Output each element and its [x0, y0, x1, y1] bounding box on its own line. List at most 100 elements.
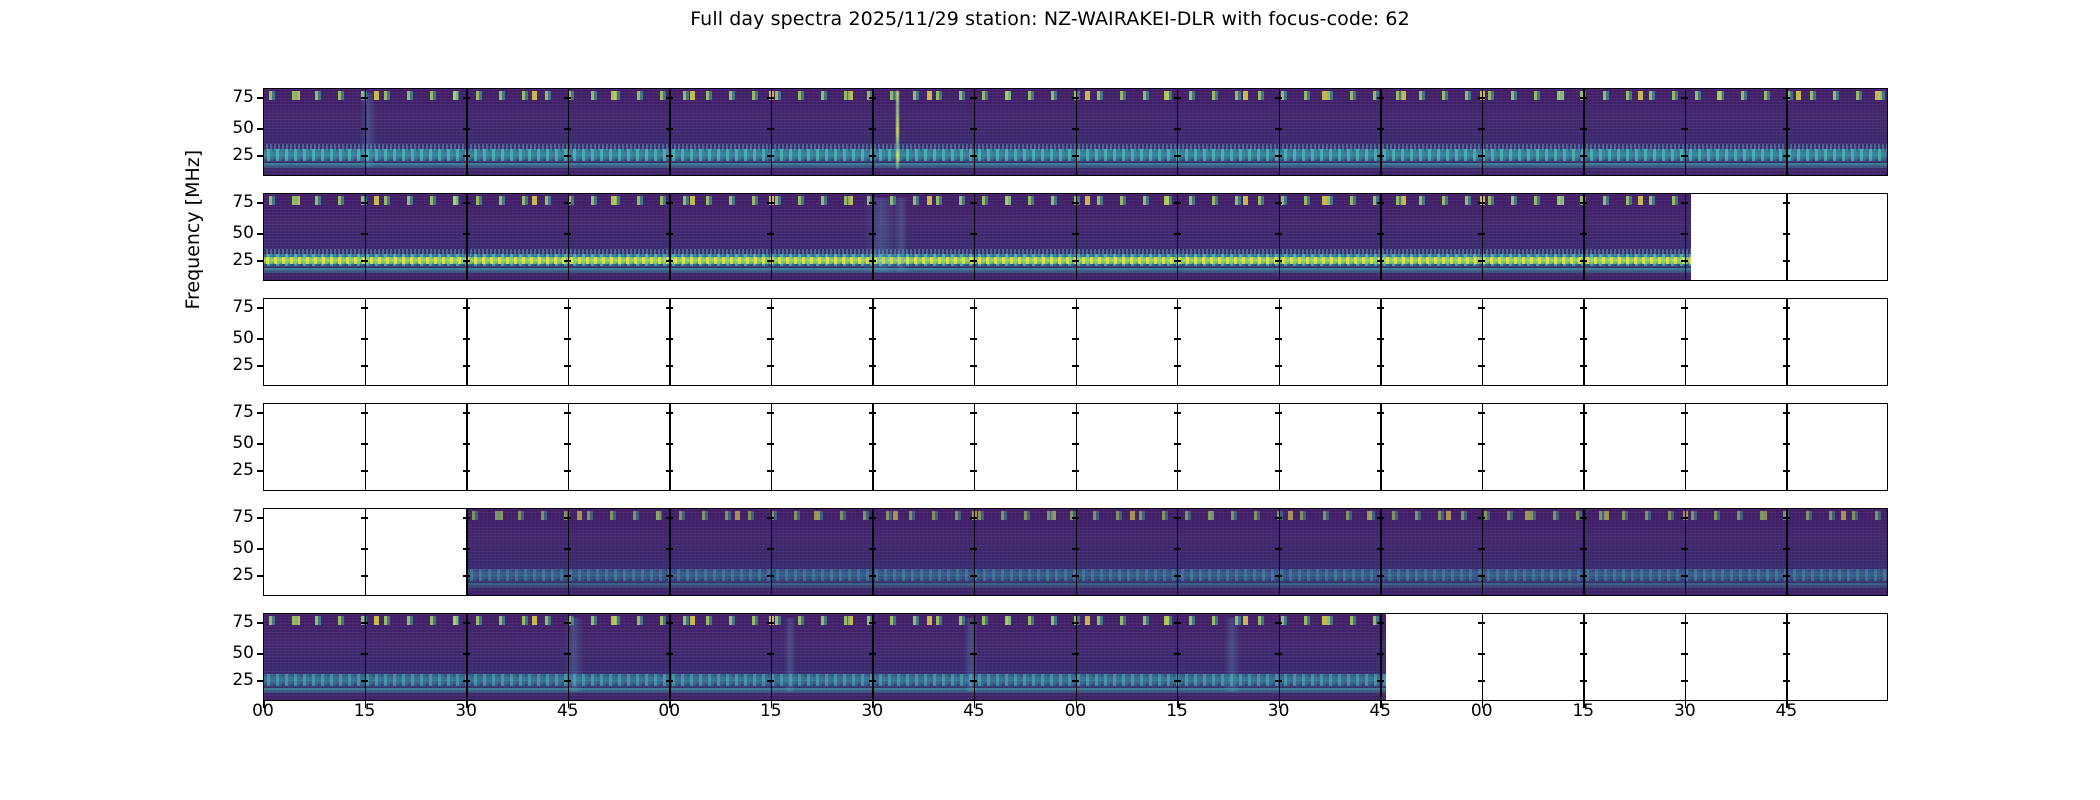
column-separator	[973, 298, 976, 386]
bright-emission-band	[264, 257, 1691, 264]
x-tick-label: 45	[963, 701, 985, 721]
row-panel-04-07ut[interactable]	[263, 193, 1888, 281]
column-separator	[1786, 193, 1788, 281]
column-separator	[1380, 88, 1382, 176]
faint-streak-4	[1224, 618, 1240, 692]
column-separator	[1481, 298, 1484, 386]
x-tick	[1481, 701, 1484, 708]
column-separator	[1278, 88, 1281, 176]
column-separator	[1583, 193, 1585, 281]
x-tick-label: 15	[1166, 701, 1188, 721]
x-tick	[770, 701, 773, 708]
column-separator	[1177, 613, 1179, 701]
column-separator	[973, 193, 976, 281]
column-separator	[973, 403, 976, 491]
y-tick-label: 25	[232, 145, 254, 165]
column-separator	[1583, 88, 1585, 176]
y-tick-label: 50	[232, 433, 254, 453]
column-separator	[1481, 193, 1484, 281]
column-separator	[1583, 403, 1585, 491]
x-tick	[1075, 701, 1077, 708]
column-separator	[872, 613, 874, 701]
smear-feature	[360, 93, 376, 167]
column-separator	[770, 193, 773, 281]
column-separator	[973, 88, 976, 176]
y-tick	[257, 517, 264, 519]
column-separator	[770, 508, 773, 596]
column-separator	[1684, 193, 1687, 281]
y-tick	[257, 338, 264, 340]
emission-band-25mhz	[264, 674, 1386, 686]
y-tick	[257, 202, 264, 204]
column-separator	[669, 508, 671, 596]
column-separator	[770, 403, 773, 491]
column-separator	[669, 298, 671, 386]
column-separator	[1075, 298, 1077, 386]
column-separator	[466, 508, 468, 596]
spec-field	[467, 509, 1887, 595]
radio-burst-marker	[896, 91, 899, 169]
column-separator	[1684, 298, 1687, 386]
y-tick-label: 25	[232, 355, 254, 375]
y-tick	[257, 233, 264, 235]
y-tick	[257, 470, 264, 472]
column-separator	[1786, 88, 1788, 176]
emission-band-lower	[467, 583, 1887, 588]
diffuse-burst	[864, 198, 898, 272]
column-separator	[1684, 403, 1687, 491]
column-separator	[1177, 88, 1179, 176]
rfi-band-icon	[264, 616, 1386, 625]
x-tick	[466, 701, 468, 708]
x-tick-label: 00	[1064, 701, 1087, 721]
x-tick-label: 00	[252, 701, 274, 721]
y-axis-label-text: Frequency [MHz]	[182, 149, 204, 310]
y-tick-label: 75	[232, 297, 254, 317]
x-tick-label: 00	[658, 701, 681, 721]
column-separator	[1177, 298, 1179, 386]
y-tick	[257, 260, 264, 262]
x-tick-label: 45	[556, 701, 579, 721]
y-tick	[257, 680, 264, 682]
rfi-band-icon	[467, 511, 1887, 520]
column-separator	[567, 298, 570, 386]
column-separator	[872, 403, 874, 491]
column-separator	[364, 193, 366, 281]
column-separator	[567, 88, 570, 176]
column-separator	[669, 403, 671, 491]
x-tick	[1684, 701, 1687, 708]
y-tick	[257, 155, 264, 157]
x-tick	[1177, 701, 1179, 708]
column-separator	[669, 193, 671, 281]
y-tick	[257, 548, 264, 550]
y-tick-label: 50	[232, 538, 254, 558]
column-separator	[1075, 88, 1077, 176]
y-tick-label: 50	[232, 643, 254, 663]
x-tick-label: 15	[759, 701, 782, 721]
column-separator	[872, 508, 874, 596]
column-separator	[364, 403, 366, 491]
plot-area: 75 50 25 75 50 25 75 50 25 75 50 25	[232, 87, 1888, 721]
y-tick-label: 75	[232, 192, 254, 212]
column-separator	[770, 613, 773, 701]
column-separator	[1177, 403, 1179, 491]
column-separator	[1786, 298, 1788, 386]
column-separator	[1278, 613, 1281, 701]
column-separator	[466, 88, 468, 176]
x-tick	[364, 701, 367, 708]
page-title: Full day spectra 2025/11/29 station: NZ-…	[690, 8, 1410, 30]
column-separator	[1481, 508, 1484, 596]
column-separator	[872, 193, 874, 281]
column-separator	[1075, 193, 1077, 281]
y-axis-label: Frequency [MHz]	[182, 0, 204, 310]
column-separator	[364, 298, 366, 386]
x-tick-label: 15	[1572, 701, 1595, 721]
column-separator	[364, 88, 366, 176]
y-tick-label: 50	[232, 328, 254, 348]
x-tick	[263, 701, 265, 708]
emission-band-upper	[264, 249, 1691, 256]
x-tick	[1380, 701, 1382, 708]
spectrogram-20-23ut	[264, 614, 1386, 700]
column-separator	[1380, 193, 1382, 281]
y-tick	[257, 575, 264, 577]
y-tick-label: 75	[232, 402, 254, 422]
